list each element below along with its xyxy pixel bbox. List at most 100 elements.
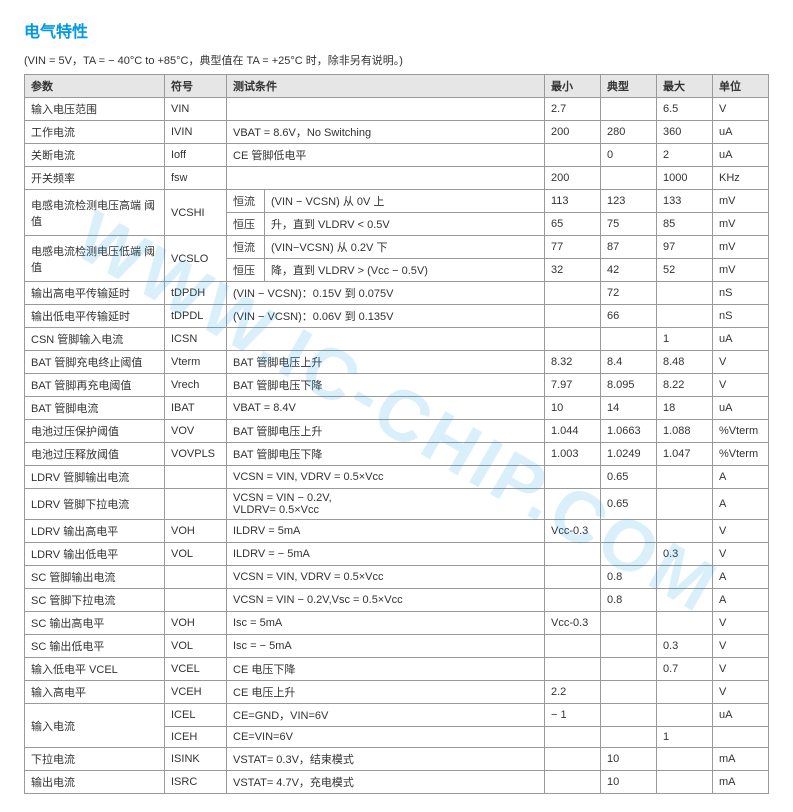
- cell-param: 工作电流: [25, 121, 165, 144]
- cell-min: 32: [545, 259, 601, 282]
- cell-symbol: [165, 489, 227, 520]
- cell-typ: [601, 520, 657, 543]
- cell-min: 65: [545, 213, 601, 236]
- cell-unit: mV: [713, 259, 769, 282]
- cell-typ: 123: [601, 190, 657, 213]
- cell-cond-a: 恒流: [227, 236, 265, 259]
- cell-cond: CE 管脚低电平: [227, 144, 545, 167]
- cell-cond-b: (VIN−VCSN) 从 0.2V 下: [265, 236, 545, 259]
- cell-max: 52: [657, 259, 713, 282]
- cell-min: [545, 771, 601, 794]
- cell-typ: 87: [601, 236, 657, 259]
- cell-param: SC 输出低电平: [25, 635, 165, 658]
- cell-min: [545, 305, 601, 328]
- table-row: SC 管脚下拉电流VCSN = VIN − 0.2V,Vsc = 0.5×Vcc…: [25, 589, 769, 612]
- cell-cond: ILDRV = 5mA: [227, 520, 545, 543]
- cell-max: 0.3: [657, 543, 713, 566]
- cell-param: 输入电压范围: [25, 98, 165, 121]
- cell-typ: [601, 167, 657, 190]
- table-row: 输出高电平传输延时tDPDH(VIN − VCSN)：0.15V 到 0.075…: [25, 282, 769, 305]
- cell-symbol: ICEH: [165, 727, 227, 748]
- cell-param: BAT 管脚再充电阈值: [25, 374, 165, 397]
- cell-symbol: ISRC: [165, 771, 227, 794]
- cell-unit: V: [713, 612, 769, 635]
- cell-param: 输出电流: [25, 771, 165, 794]
- cell-unit: V: [713, 351, 769, 374]
- cell-max: 1.047: [657, 443, 713, 466]
- cell-typ: 8.095: [601, 374, 657, 397]
- cell-cond-b: 降，直到 VLDRV > (Vcc − 0.5V): [265, 259, 545, 282]
- table-row: 输入电压范围VIN2.76.5V: [25, 98, 769, 121]
- table-row: 电池过压保护阈值VOVBAT 管脚电压上升1.0441.06631.088%Vt…: [25, 420, 769, 443]
- cell-max: 0.7: [657, 658, 713, 681]
- cell-unit: uA: [713, 704, 769, 727]
- cell-unit: V: [713, 98, 769, 121]
- cell-symbol: VOL: [165, 543, 227, 566]
- spec-table: 参数 符号 测试条件 最小 典型 最大 单位 输入电压范围VIN2.76.5V工…: [24, 74, 769, 794]
- cell-cond: VSTAT= 4.7V，充电模式: [227, 771, 545, 794]
- table-row: LDRV 输出低电平VOLILDRV = − 5mA0.3V: [25, 543, 769, 566]
- cell-max: [657, 589, 713, 612]
- cell-cond: VCSN = VIN − 0.2V, VLDRV= 0.5×Vcc: [227, 489, 545, 520]
- table-row: LDRV 管脚下拉电流 VCSN = VIN − 0.2V, VLDRV= 0.5…: [25, 489, 769, 520]
- cell-symbol: Ioff: [165, 144, 227, 167]
- cell-symbol: IVIN: [165, 121, 227, 144]
- cell-max: 8.22: [657, 374, 713, 397]
- cell-min: 1.003: [545, 443, 601, 466]
- cell-max: 2: [657, 144, 713, 167]
- cell-param: 输出高电平传输延时: [25, 282, 165, 305]
- cell-cond: VCSN = VIN, VDRV = 0.5×Vcc: [227, 566, 545, 589]
- cell-param: LDRV 管脚输出电流: [25, 466, 165, 489]
- cell-max: [657, 748, 713, 771]
- cell-max: [657, 566, 713, 589]
- cell-unit: KHz: [713, 167, 769, 190]
- cell-typ: 8.4: [601, 351, 657, 374]
- cell-max: [657, 466, 713, 489]
- cell-min: [545, 727, 601, 748]
- cell-min: 200: [545, 121, 601, 144]
- cell-cond-b: (VIN − VCSN) 从 0V 上: [265, 190, 545, 213]
- cell-symbol: Vterm: [165, 351, 227, 374]
- cell-symbol: VOV: [165, 420, 227, 443]
- cell-symbol: [165, 589, 227, 612]
- cell-symbol: VCSHI: [165, 190, 227, 236]
- table-header-row: 参数 符号 测试条件 最小 典型 最大 单位: [25, 75, 769, 98]
- cell-unit: V: [713, 374, 769, 397]
- cell-typ: 66: [601, 305, 657, 328]
- table-row: SC 管脚输出电流VCSN = VIN, VDRV = 0.5×Vcc0.8A: [25, 566, 769, 589]
- cell-symbol: ICSN: [165, 328, 227, 351]
- cell-unit: uA: [713, 397, 769, 420]
- cell-unit: uA: [713, 121, 769, 144]
- cell-typ: 72: [601, 282, 657, 305]
- cell-typ: 0.8: [601, 566, 657, 589]
- cell-unit: V: [713, 681, 769, 704]
- cell-cond-b: 升，直到 VLDRV < 0.5V: [265, 213, 545, 236]
- cell-cond: CE=VIN=6V: [227, 727, 545, 748]
- cell-typ: 1.0249: [601, 443, 657, 466]
- cell-max: [657, 771, 713, 794]
- cell-param: LDRV 管脚下拉电流: [25, 489, 165, 520]
- cell-min: Vcc-0.3: [545, 612, 601, 635]
- cell-unit: A: [713, 489, 769, 520]
- cell-max: [657, 681, 713, 704]
- cell-max: 8.48: [657, 351, 713, 374]
- cell-param: 关断电流: [25, 144, 165, 167]
- cell-cond: VSTAT= 0.3V，结束模式: [227, 748, 545, 771]
- cell-unit: nS: [713, 305, 769, 328]
- table-row: BAT 管脚充电终止阈值VtermBAT 管脚电压上升8.328.48.48V: [25, 351, 769, 374]
- cell-unit: A: [713, 566, 769, 589]
- cell-cond: BAT 管脚电压上升: [227, 351, 545, 374]
- subnote: (VIN = 5V，TA = − 40°C to +85°C，典型值在 TA =…: [24, 52, 769, 68]
- cell-unit: V: [713, 658, 769, 681]
- cell-cond: ILDRV = − 5mA: [227, 543, 545, 566]
- cell-symbol: VOL: [165, 635, 227, 658]
- cell-min: − 1: [545, 704, 601, 727]
- cell-min: [545, 328, 601, 351]
- cell-cond: Isc = − 5mA: [227, 635, 545, 658]
- cell-min: [545, 543, 601, 566]
- th-min: 最小: [545, 75, 601, 98]
- cell-max: 97: [657, 236, 713, 259]
- cell-symbol: VOH: [165, 612, 227, 635]
- cell-max: 0.3: [657, 635, 713, 658]
- cell-min: [545, 658, 601, 681]
